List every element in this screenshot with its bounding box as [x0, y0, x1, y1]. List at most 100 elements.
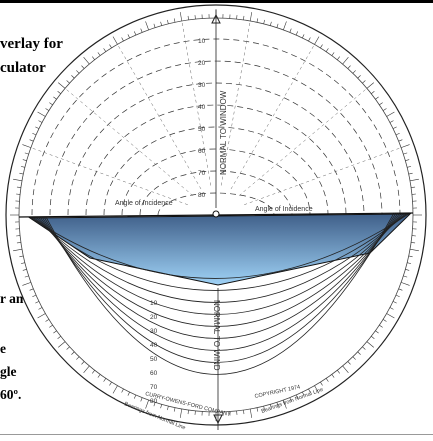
bearing-radial: [181, 21, 212, 186]
degree-tick: [256, 407, 259, 412]
incidence-label-left: Angle of Incidence: [115, 200, 173, 207]
up-arrow-icon: [211, 13, 221, 24]
degree-tick: [308, 37, 311, 42]
degree-tick: [366, 82, 374, 89]
bearing-radial: [65, 88, 194, 196]
degree-tick: [81, 65, 85, 69]
degree-tick: [71, 351, 75, 355]
degree-tick: [22, 282, 31, 286]
degree-tick: [167, 19, 169, 24]
degree-tick: [71, 75, 75, 79]
degree-tick: [121, 37, 124, 42]
degree-tick: [49, 324, 53, 328]
degree-tick: [32, 132, 37, 136]
top-scale-label: 60: [198, 148, 206, 155]
degree-tick: [112, 36, 118, 45]
degree-tick: [45, 319, 50, 322]
degree-tick: [389, 120, 394, 123]
bearing-radial: [117, 45, 202, 190]
degree-tick: [22, 144, 31, 148]
degree-tick: [24, 275, 29, 278]
bearing-radial: [238, 88, 367, 196]
degree-tick: [362, 80, 366, 84]
degree-tick: [331, 52, 335, 56]
bottom-scale-label: 40: [150, 342, 158, 349]
degree-tick: [24, 152, 29, 155]
degree-tick: [145, 400, 149, 409]
degree-tick: [20, 262, 25, 264]
degree-tick: [145, 21, 149, 30]
bottom-scale-label: 20: [150, 314, 158, 321]
down-arrow-icon: [213, 414, 223, 425]
degree-tick: [270, 404, 272, 409]
degree-tick: [19, 255, 24, 258]
degree-tick: [160, 404, 162, 409]
degree-tick: [405, 159, 410, 161]
degree-tick: [112, 385, 118, 394]
degree-tick: [398, 139, 403, 142]
profile-curve: [29, 212, 411, 279]
background-text-line-5: gle: [0, 364, 17, 379]
degree-tick: [92, 370, 95, 374]
degree-tick: [133, 394, 137, 399]
top-scale-label: 50: [198, 126, 206, 133]
degree-tick: [302, 34, 305, 39]
degree-tick: [409, 178, 419, 182]
degree-tick: [103, 48, 107, 52]
degree-tick: [352, 70, 356, 74]
degree-tick: [243, 15, 245, 20]
degree-tick: [37, 111, 46, 117]
degree-tick: [357, 75, 361, 79]
top-scale-label: 10: [198, 38, 206, 45]
degree-tick: [83, 365, 90, 373]
degree-tick: [263, 406, 265, 411]
top-axis-label: NORMAL TO WINDOW: [219, 90, 228, 175]
degree-tick: [153, 23, 156, 28]
degree-tick: [395, 294, 400, 298]
degree-tick: [57, 336, 61, 339]
degree-tick: [342, 365, 349, 373]
degree-tick: [375, 96, 379, 100]
degree-tick: [392, 301, 397, 304]
bearing-radial-lines: [31, 21, 401, 205]
degree-tick: [92, 56, 95, 60]
degree-tick: [371, 91, 375, 94]
degree-tick: [58, 82, 66, 89]
degree-tick: [58, 341, 66, 348]
degree-tick: [103, 378, 107, 382]
degree-tick: [173, 407, 176, 412]
shadow-wedge: [28, 213, 412, 286]
bottom-scale-label: 80: [150, 398, 158, 405]
top-scale-label: 30: [198, 82, 206, 89]
degree-tick: [270, 21, 272, 26]
degree-tick: [409, 248, 419, 252]
degree-tick: [401, 144, 410, 148]
degree-tick: [357, 351, 361, 355]
degree-tick: [16, 186, 21, 188]
degree-tick: [127, 391, 130, 396]
degree-tick: [53, 330, 57, 334]
bottom-scale-label: 30: [150, 328, 158, 335]
degree-tick: [331, 374, 335, 378]
incidence-label-right: Angle of Incidence: [255, 206, 313, 213]
degree-tick: [179, 12, 183, 22]
degree-tick: [386, 111, 395, 117]
degree-tick: [13, 248, 23, 252]
degree-tick: [362, 346, 366, 350]
bearing-radial: [31, 147, 188, 205]
degree-tick: [276, 23, 279, 28]
degree-tick: [283, 400, 287, 409]
degree-tick: [283, 21, 287, 30]
degree-tick: [389, 307, 394, 310]
degree-tick: [337, 56, 340, 60]
degree-tick: [371, 336, 375, 339]
degree-tick: [411, 242, 416, 244]
top-scale-label: 80: [198, 192, 206, 199]
background-text-line-2: culator: [0, 60, 46, 76]
degree-tick: [386, 313, 395, 319]
degree-tick: [408, 172, 413, 175]
degree-tick: [57, 91, 61, 94]
degree-tick: [76, 356, 80, 360]
degree-tick: [133, 31, 137, 36]
altitude-arc: [103, 126, 329, 216]
